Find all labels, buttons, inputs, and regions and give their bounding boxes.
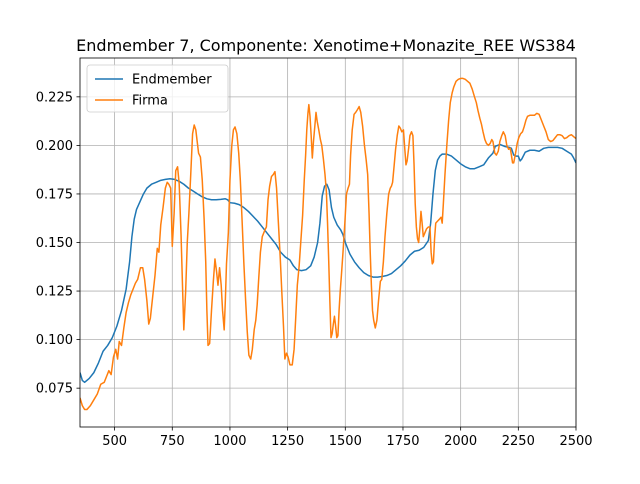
y-tick-label: 0.200 (36, 139, 73, 154)
axes: 500 750 1000 1250 1500 1750 2000 2250 2500 0.075 0… (36, 57, 593, 449)
legend-label-2: Firma (132, 94, 168, 109)
x-tick-label: 2500 (559, 434, 592, 449)
x-tick-label: 1000 (213, 434, 246, 449)
y-tick-label: 0.075 (36, 382, 73, 397)
y-tick-label: 0.175 (36, 187, 73, 202)
y-tick-label: 0.150 (36, 236, 73, 251)
x-tick-label: 2250 (502, 434, 535, 449)
x-tick-label: 750 (160, 434, 185, 449)
x-tick-label: 1500 (329, 434, 362, 449)
y-tick-label: 0.225 (36, 90, 73, 105)
chart-title: Endmember 7, Componente: Xenotime+Monazi… (76, 36, 576, 56)
x-tick-label: 1250 (271, 434, 304, 449)
series-line-2 (80, 77, 576, 411)
x-tick-label: 2000 (444, 434, 477, 449)
legend: Endmember Firma (86, 64, 229, 113)
series-layer (80, 77, 576, 411)
x-tick-label: 500 (102, 434, 127, 449)
x-tick-label: 1750 (386, 434, 419, 449)
y-tick-label: 0.100 (36, 333, 73, 348)
legend-label-1: Endmember (132, 73, 212, 88)
y-tick-label: 0.125 (36, 285, 73, 300)
